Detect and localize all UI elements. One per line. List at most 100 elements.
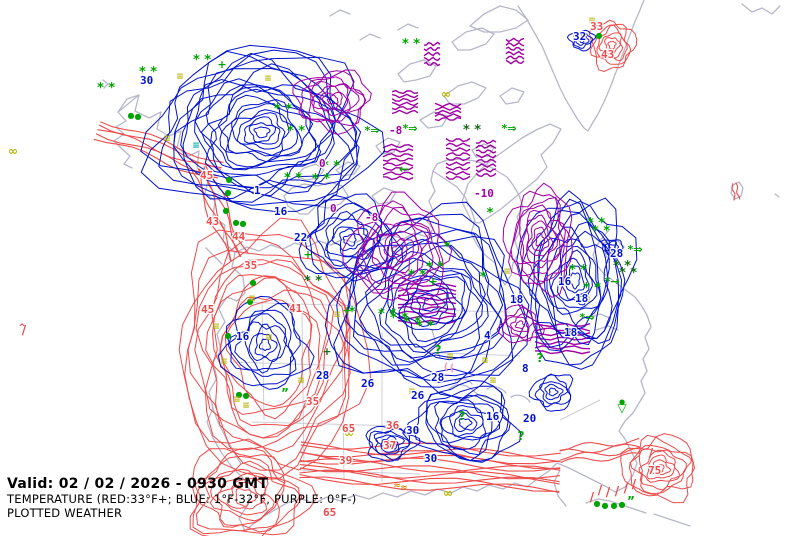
svg-text:39: 39 <box>339 454 352 467</box>
svg-text:* *: * * <box>463 123 481 138</box>
svg-text:* *: * * <box>304 274 322 289</box>
svg-text:?: ? <box>537 351 544 365</box>
svg-text:44: 44 <box>232 230 246 243</box>
svg-text:●: ● <box>223 206 230 215</box>
svg-text:65: 65 <box>342 422 355 435</box>
svg-text:●: ● <box>225 331 232 340</box>
svg-text:* *: * * <box>284 171 302 186</box>
svg-text:32: 32 <box>573 30 586 43</box>
svg-text:∞: ∞ <box>8 144 18 158</box>
svg-text:≡: ≡ <box>264 74 272 84</box>
svg-text:* *: * * <box>322 159 340 174</box>
svg-text:≈: ≈ <box>393 481 401 491</box>
svg-text:45: 45 <box>201 303 214 316</box>
svg-text:●: ● <box>225 188 232 197</box>
svg-text:≡: ≡ <box>220 357 228 367</box>
svg-text:+: + <box>428 275 437 288</box>
svg-text:≡: ≡ <box>333 310 341 320</box>
svg-text:* *: * * <box>193 53 211 68</box>
svg-text:* *: * * <box>139 65 157 80</box>
svg-text:28: 28 <box>610 247 623 260</box>
svg-text:35: 35 <box>244 259 257 272</box>
svg-text:+: + <box>342 304 351 317</box>
svg-text:28: 28 <box>316 369 329 382</box>
svg-text:●: ● <box>594 499 601 508</box>
svg-text:●: ● <box>135 112 142 121</box>
svg-text:+: + <box>574 290 583 303</box>
svg-text:/: / <box>615 484 620 498</box>
svg-text:* *: * * <box>274 102 292 117</box>
svg-text:41: 41 <box>289 302 303 315</box>
svg-text:* *: * * <box>569 263 587 278</box>
svg-text:≈: ≈ <box>400 483 408 493</box>
svg-text:●: ● <box>247 297 254 306</box>
svg-text:*⇒: *⇒ <box>628 243 643 256</box>
svg-text:●: ● <box>611 501 618 510</box>
svg-text:* *: * * <box>312 172 330 187</box>
svg-text:≡: ≡ <box>408 387 416 397</box>
svg-text:22: 22 <box>294 231 307 244</box>
svg-text:45: 45 <box>200 169 213 182</box>
svg-text:+: + <box>303 248 312 261</box>
svg-text:0: 0 <box>319 157 326 170</box>
svg-text:* *: * * <box>592 224 610 239</box>
svg-text:36: 36 <box>386 419 400 432</box>
svg-text:*⇒: *⇒ <box>580 311 595 324</box>
svg-text:≡: ≡ <box>297 376 305 386</box>
svg-text:-8: -8 <box>389 124 402 137</box>
svg-text:*⇒: *⇒ <box>365 124 380 137</box>
svg-text:●: ● <box>233 218 240 227</box>
svg-text:/: / <box>22 323 27 337</box>
svg-text:26: 26 <box>361 377 375 390</box>
svg-text:?: ? <box>435 343 442 357</box>
svg-text:≡: ≡ <box>503 267 511 277</box>
svg-text:≡: ≡ <box>248 294 256 304</box>
svg-text:30: 30 <box>140 74 153 87</box>
svg-text:/: / <box>590 490 595 504</box>
svg-text:≡: ≡ <box>588 16 596 26</box>
svg-text:●: ● <box>236 390 243 399</box>
svg-text:←: ← <box>399 162 409 176</box>
svg-text:∞: ∞ <box>443 486 453 500</box>
svg-text:65: 65 <box>323 506 336 519</box>
svg-text:●: ● <box>128 111 135 120</box>
svg-text:18: 18 <box>510 293 523 306</box>
svg-text:/: / <box>649 446 654 460</box>
svg-text:≡: ≡ <box>583 295 591 305</box>
svg-text:∞: ∞ <box>441 87 451 101</box>
svg-text:* *: * * <box>587 216 605 231</box>
svg-text:(: ( <box>450 363 455 374</box>
svg-text:* *: * * <box>287 124 305 139</box>
svg-text:≡: ≡ <box>446 352 454 362</box>
valid-time-label: Valid: 02 / 02 / 2026 - 0930 GMT <box>7 476 269 492</box>
svg-text:* *: * * <box>402 37 420 52</box>
svg-text:/: / <box>632 477 637 491</box>
svg-text:*→: *→ <box>605 275 620 288</box>
svg-text:18: 18 <box>575 292 588 305</box>
map-legend: Valid: 02 / 02 / 2026 - 0930 GMT TEMPERA… <box>7 476 356 520</box>
svg-text:/: / <box>606 485 611 499</box>
svg-text:1: 1 <box>254 184 261 197</box>
svg-text:37: 37 <box>383 439 396 452</box>
svg-text:20: 20 <box>523 412 536 425</box>
svg-text:/: / <box>624 481 629 495</box>
svg-text:* *: * * <box>583 281 601 296</box>
svg-text:30: 30 <box>406 424 419 437</box>
svg-text:-8: -8 <box>365 211 378 224</box>
svg-text:≡: ≡ <box>192 141 200 151</box>
svg-text:*: * <box>349 305 356 320</box>
svg-text:?: ? <box>459 409 466 423</box>
svg-text:●: ● <box>232 231 239 240</box>
svg-text:16: 16 <box>236 330 250 343</box>
svg-text:* *: * * <box>426 260 444 275</box>
svg-text:* *: * * <box>619 266 637 281</box>
svg-text:+: + <box>322 345 331 358</box>
svg-text:▽: ▽ <box>617 401 627 415</box>
svg-text:●: ● <box>226 175 233 184</box>
svg-text:≡: ≡ <box>233 395 241 405</box>
svg-text:4: 4 <box>484 329 491 342</box>
plotted-weather-label: PLOTTED WEATHER <box>7 506 123 520</box>
svg-text:≡: ≡ <box>489 376 497 386</box>
